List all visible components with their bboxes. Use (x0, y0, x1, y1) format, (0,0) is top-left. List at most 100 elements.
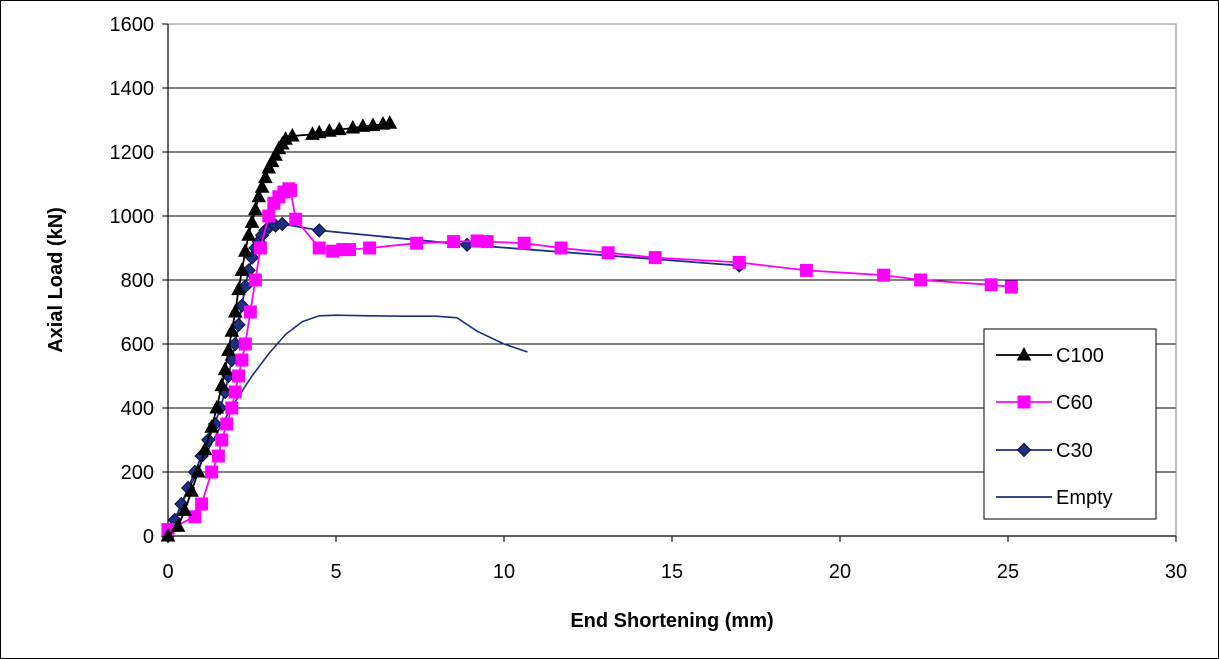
data-point-c60 (238, 337, 252, 351)
data-point-c60 (1004, 280, 1018, 294)
data-point-c60 (363, 241, 377, 255)
data-point-c60 (232, 369, 246, 383)
data-point-c60 (284, 183, 298, 197)
data-point-c60 (262, 209, 276, 223)
data-point-c100 (332, 121, 347, 136)
y-tick-label: 600 (121, 334, 154, 356)
legend-label-c60: C60 (1056, 392, 1093, 414)
data-point-c100 (177, 502, 193, 516)
y-tick-label: 200 (121, 462, 154, 484)
legend-marker-c100 (1016, 346, 1032, 361)
data-point-c60 (984, 278, 998, 292)
data-point-c100 (227, 303, 243, 318)
x-tick-label: 30 (1165, 561, 1187, 583)
data-point-c60 (799, 263, 813, 277)
data-point-c60 (517, 236, 531, 250)
data-point-c60 (480, 235, 494, 249)
data-point-c100 (284, 127, 300, 142)
data-point-c60 (732, 255, 746, 269)
y-tick-label: 1200 (110, 142, 155, 164)
legend-item-empty: Empty (996, 487, 1113, 509)
legend-item-c100: C100 (996, 345, 1104, 367)
data-point-c60 (195, 497, 209, 511)
series (160, 115, 1018, 544)
data-point-c60 (601, 246, 615, 260)
legend-label-c100: C100 (1056, 345, 1104, 367)
data-point-c100 (170, 518, 186, 532)
y-tick-label: 1600 (110, 14, 155, 36)
data-point-c100 (237, 243, 253, 257)
data-point-c100 (224, 323, 240, 337)
legend-marker-c30 (1016, 442, 1032, 458)
data-point-c100 (214, 377, 230, 392)
data-point-c60 (215, 433, 229, 447)
data-point-c100 (209, 399, 225, 414)
data-point-c100 (234, 262, 250, 276)
legend-marker-c60 (1017, 395, 1031, 409)
data-point-c100 (345, 119, 361, 134)
data-point-c100 (251, 188, 267, 203)
x-tick-label: 5 (330, 561, 341, 583)
data-point-c60 (188, 510, 202, 524)
data-point-c100 (241, 227, 256, 241)
data-point-c100 (254, 179, 270, 193)
data-point-c100 (160, 527, 176, 542)
y-tick-label: 0 (143, 526, 154, 548)
series-c60 (161, 182, 1018, 537)
legend-item-c60: C60 (996, 392, 1093, 414)
data-point-c60 (225, 401, 239, 415)
data-point-c100 (204, 419, 220, 433)
y-tick-label: 800 (121, 270, 154, 292)
data-point-c100 (231, 281, 246, 296)
x-tick-label: 15 (661, 561, 683, 583)
y-tick-label: 400 (121, 398, 154, 420)
data-point-c100 (221, 342, 236, 356)
data-point-c100 (311, 124, 327, 139)
legend-label-empty: Empty (1056, 487, 1113, 509)
data-point-c30 (275, 216, 290, 232)
data-point-c60 (447, 235, 461, 249)
x-axis-title: End Shortening (mm) (570, 610, 773, 632)
data-point-c100 (190, 463, 206, 478)
x-tick-label: 25 (997, 561, 1019, 583)
data-point-c100 (382, 115, 398, 129)
data-point-c100 (184, 483, 199, 497)
legend-item-c30: C30 (996, 440, 1093, 462)
y-axis-title: Axial Load (kN) (45, 207, 67, 353)
data-point-c60 (243, 305, 257, 319)
y-tick-label: 1000 (110, 206, 155, 228)
data-point-c60 (248, 273, 262, 287)
legend: C100 C60 C30 Empty (983, 328, 1157, 520)
x-tick-label: 0 (162, 561, 173, 583)
data-point-c100 (355, 118, 371, 132)
data-point-c60 (220, 417, 234, 431)
data-point-c100 (244, 214, 260, 228)
data-point-c60 (877, 268, 891, 282)
x-tick-label: 10 (493, 561, 515, 583)
data-point-c60 (410, 236, 424, 250)
data-point-c100 (197, 441, 213, 456)
data-point-c60 (235, 353, 249, 367)
data-point-c60 (253, 241, 267, 255)
data-point-c100 (248, 201, 263, 216)
data-point-c60 (205, 465, 219, 479)
data-point-c60 (342, 243, 356, 257)
data-point-c60 (312, 241, 326, 255)
data-point-c100 (321, 123, 337, 137)
series-c100 (160, 115, 398, 542)
data-point-c100 (365, 117, 381, 131)
data-point-c60 (914, 273, 928, 287)
y-tick-label: 1400 (110, 78, 155, 100)
data-point-c30 (311, 223, 327, 238)
x-tick-label: 20 (829, 561, 851, 583)
legend-box (983, 328, 1157, 520)
data-point-c60 (211, 449, 225, 463)
legend-label-c30: C30 (1056, 440, 1093, 462)
data-point-c60 (554, 241, 568, 255)
data-point-c60 (289, 212, 303, 226)
ticks: 0 200 400 600 800 1000 1200 1400 1600 0 5 10 15 20 25 3… (110, 14, 1188, 583)
data-point-c100 (258, 169, 273, 184)
data-point-c60 (648, 251, 662, 265)
